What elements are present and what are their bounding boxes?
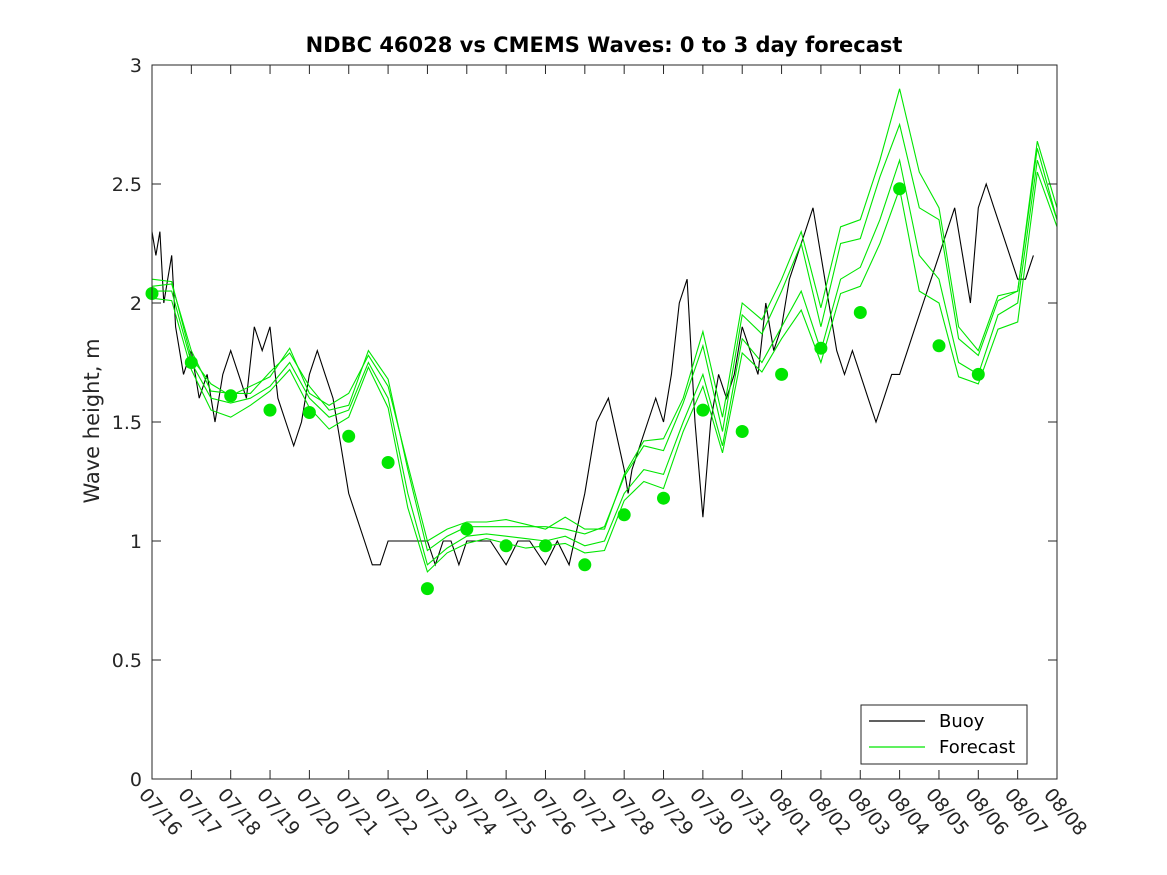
series-forecast-line-4 [151, 88, 1058, 542]
y-tick-label: 0.5 [112, 650, 142, 672]
series-forecast-line-2 [151, 122, 1058, 552]
y-tick-label: 3 [130, 55, 142, 77]
forecast-marker-point [775, 367, 789, 381]
forecast-marker-point [342, 429, 356, 443]
plot-area [145, 88, 1058, 596]
legend-box [860, 704, 1028, 765]
chart-title: NDBC 46028 vs CMEMS Waves: 0 to 3 day fo… [306, 33, 903, 57]
forecast-marker-point [853, 306, 867, 319]
y-tick-label: 2.5 [112, 174, 142, 196]
forecast-marker-point [184, 356, 198, 369]
series-forecast-line [152, 158, 1058, 566]
y-axis-label: Wave height, m [80, 338, 104, 503]
forecast-marker-point [460, 522, 474, 536]
forecast-marker-point [224, 389, 238, 403]
forecast-marker-point [263, 403, 277, 417]
y-tick-label: 1.5 [112, 412, 142, 434]
y-tick-label: 1 [130, 531, 142, 553]
y-tick-label: 2 [130, 293, 142, 315]
series-forecast-line-3 [151, 171, 1058, 573]
forecast-marker-point [932, 339, 946, 353]
legend: Buoy Forecast [860, 704, 1028, 765]
y-tick-label: 0 [130, 769, 142, 791]
forecast-marker-point [420, 582, 434, 596]
legend-buoy-label: Buoy [939, 711, 985, 732]
forecast-marker-point [617, 508, 631, 522]
forecast-marker-point [814, 341, 828, 355]
forecast-marker-point [578, 558, 592, 572]
forecast-marker-point [893, 182, 907, 196]
forecast-marker-point [539, 539, 552, 553]
series-buoy-line [151, 182, 1034, 567]
forecast-marker-point [657, 491, 670, 505]
forecast-marker-point [971, 367, 985, 381]
forecast-marker-point [381, 456, 395, 469]
forecast-marker-point [499, 539, 513, 553]
forecast-marker-point [735, 425, 749, 438]
forecast-marker-point [302, 406, 316, 419]
legend-forecast-label: Forecast [939, 737, 1015, 758]
forecast-marker-point [696, 403, 710, 417]
